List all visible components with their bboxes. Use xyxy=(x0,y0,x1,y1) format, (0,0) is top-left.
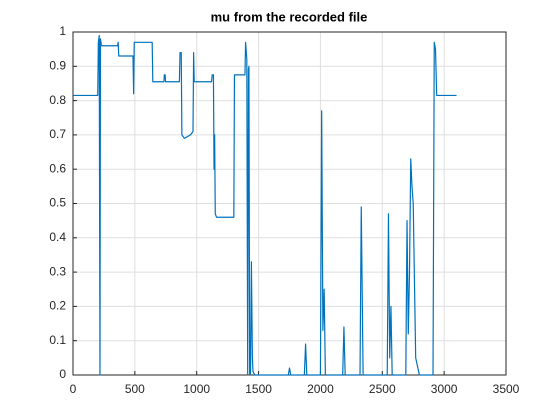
x-tick-label: 3500 xyxy=(493,382,520,396)
x-tick-label: 500 xyxy=(125,382,145,396)
x-tick-label: 0 xyxy=(70,382,77,396)
data-line xyxy=(73,34,457,376)
y-tick-label: 0.5 xyxy=(49,196,66,210)
y-tick-label: 0.6 xyxy=(49,161,66,175)
y-tick-label: 1 xyxy=(59,24,66,38)
y-tick-label: 0.1 xyxy=(49,333,66,347)
x-tick-label: 1500 xyxy=(245,382,272,396)
axes-box xyxy=(72,31,507,376)
chart-title: mu from the recorded file xyxy=(211,9,368,24)
y-tick-label: 0.3 xyxy=(49,264,66,278)
x-tick-label: 3000 xyxy=(431,382,458,396)
x-tick-label: 2000 xyxy=(307,382,334,396)
y-tick-label: 0.9 xyxy=(49,58,66,72)
x-tick-label: 2500 xyxy=(369,382,396,396)
y-tick-label: 0.7 xyxy=(49,127,66,141)
y-tick-label: 0.8 xyxy=(49,93,66,107)
y-tick-label: 0 xyxy=(59,367,66,381)
y-tick-label: 0.2 xyxy=(49,299,66,313)
x-tick-label: 1000 xyxy=(183,382,210,396)
y-tick-label: 0.4 xyxy=(49,230,66,244)
